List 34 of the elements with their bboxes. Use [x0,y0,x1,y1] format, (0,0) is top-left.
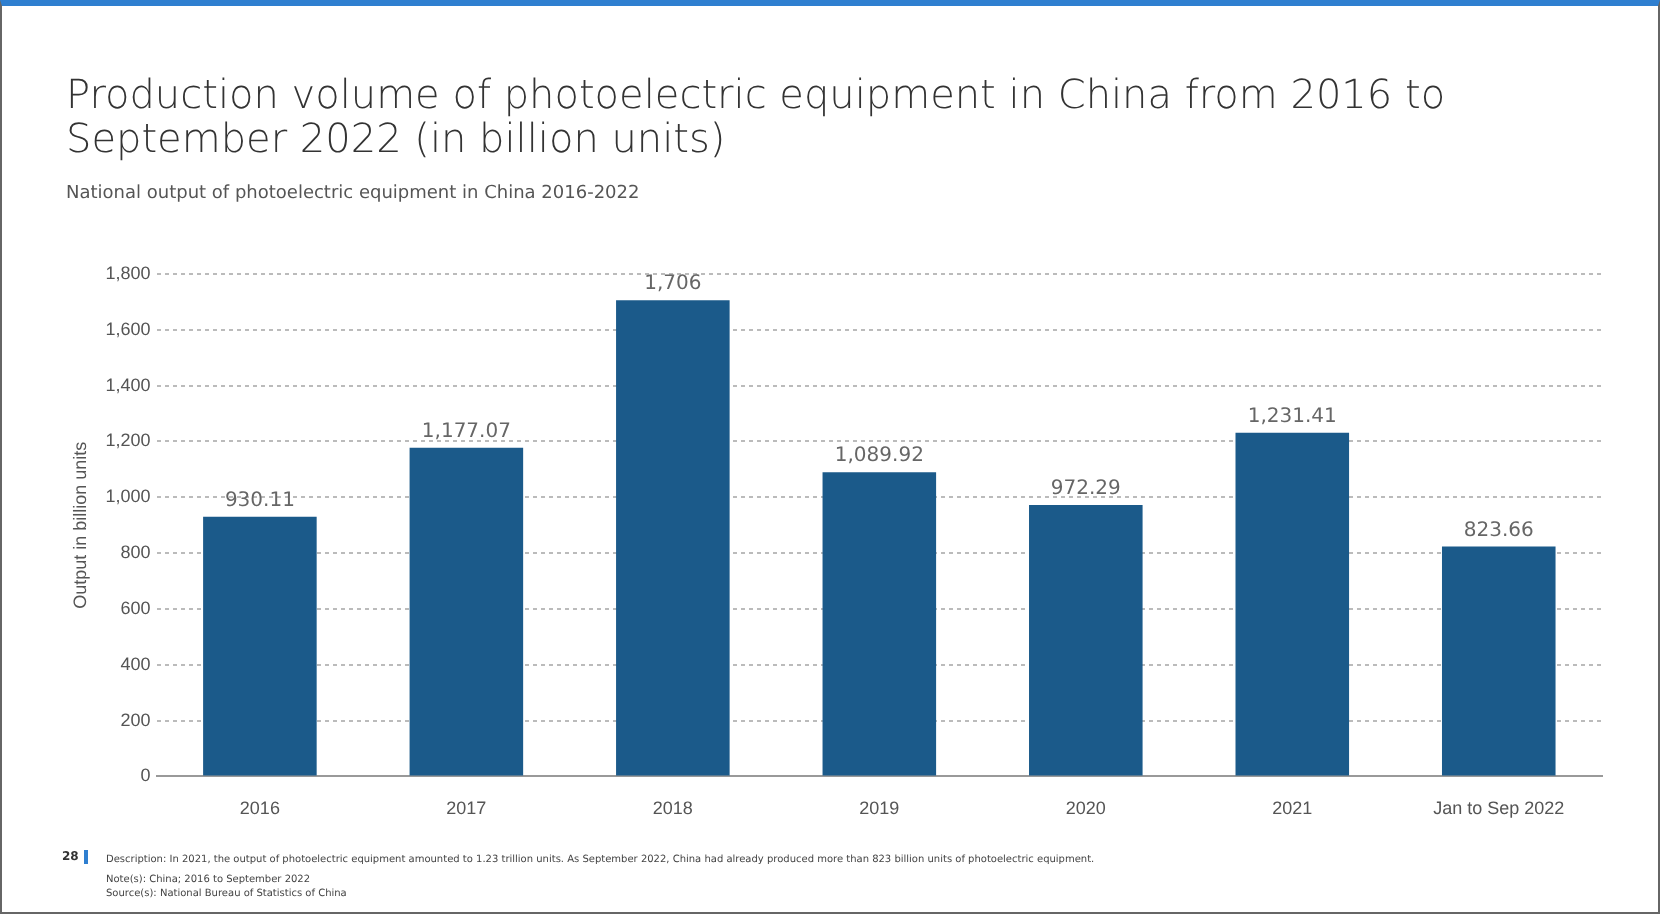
bar [1029,505,1143,776]
data-label: 1,089.92 [834,445,924,468]
chart-subtitle: National output of photoelectric equipment in China 2016-2022 [66,184,640,204]
y-tick-label: 1,600 [105,318,151,339]
x-tick-label: 2019 [859,798,900,819]
y-tick-label: 200 [120,709,151,730]
y-tick-label: 1,800 [105,262,151,283]
y-axis-title: Output in billion units [69,440,90,609]
data-label: 1,706 [644,273,702,296]
y-tick-label: 0 [140,765,151,786]
data-label: 972.29 [1050,478,1121,501]
x-tick-label: 2021 [1272,798,1313,819]
x-tick-label: 2018 [652,798,693,819]
data-label: 1,231.41 [1247,405,1337,428]
x-tick-label: Jan to Sep 2022 [1433,798,1565,819]
y-tick-label: 1,000 [105,486,151,507]
data-label: 1,177.07 [421,421,511,444]
bar [203,516,317,776]
data-label: 930.11 [224,489,295,512]
x-tick-label: 2020 [1065,798,1106,819]
y-tick-label: 400 [120,653,151,674]
data-label: 823.66 [1463,519,1534,542]
bar [1235,432,1350,776]
x-tick-label: 2017 [446,798,487,819]
bar [409,447,524,776]
y-tick-label: 800 [120,542,151,563]
y-tick-label: 600 [120,597,151,618]
x-tick-label: 2016 [239,798,280,819]
y-tick-label: 1,200 [105,430,151,451]
chart-title: Production volume of photoelectric equipment in China from 2016 to September 2022 (in billion units) [66,70,1448,162]
bar [822,472,937,776]
bar [616,300,730,776]
y-tick-label: 1,400 [105,374,151,395]
bar [1441,546,1556,776]
